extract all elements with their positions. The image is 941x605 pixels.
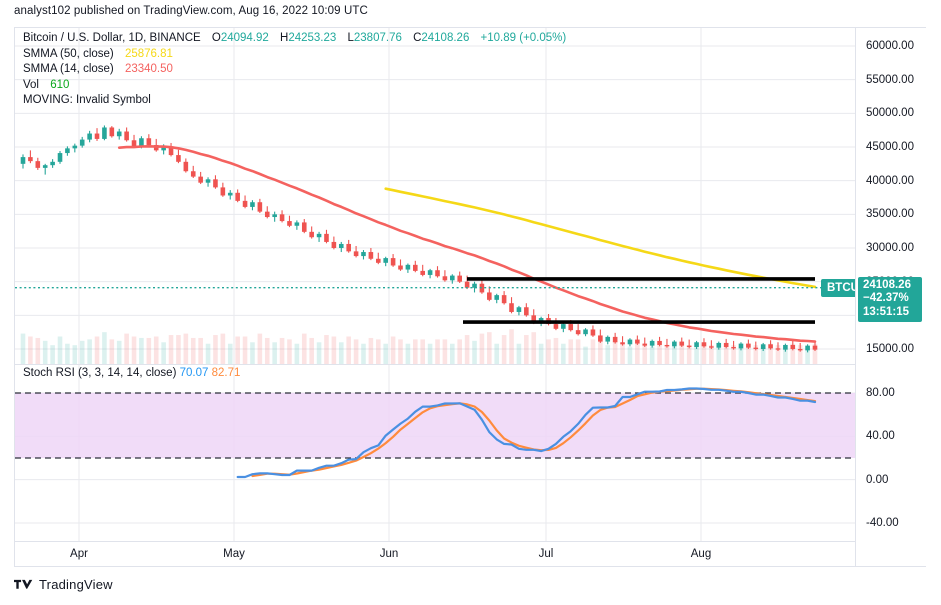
- price-axis-label: 50000.00: [866, 107, 914, 120]
- tradingview-brand: TradingView: [39, 577, 113, 592]
- legend-low-key: L: [347, 32, 354, 44]
- legend-low-value: 23807.76: [353, 32, 402, 44]
- legend-title: Bitcoin / U.S. Dollar, 1D, BINANCE: [23, 32, 201, 44]
- price-axis[interactable]: 60000.00 55000.00 50000.00 45000.00 40000.00…: [855, 28, 926, 566]
- osc-legend: Stoch RSI (3, 3, 14, 14, close) 70.07 82…: [23, 367, 240, 379]
- badge-price: 24108.26: [863, 278, 911, 291]
- legend-symbol-row: Bitcoin / U.S. Dollar, 1D, BINANCE O2409…: [23, 31, 566, 47]
- osc-d-value: 82.71: [211, 367, 241, 379]
- legend-high-key: H: [280, 32, 289, 44]
- time-axis[interactable]: Apr May Jun Jul Aug: [15, 541, 855, 568]
- symbol-tag: BTCUSD: [821, 278, 855, 297]
- price-axis-label: 35000.00: [866, 208, 914, 221]
- time-axis-label: Jul: [538, 548, 554, 560]
- price-axis-label: 45000.00: [866, 141, 914, 153]
- legend-volume-label: Vol: [23, 78, 39, 91]
- price-pane[interactable]: Bitcoin / U.S. Dollar, 1D, BINANCE O2409…: [15, 28, 855, 364]
- osc-plot: [15, 387, 855, 479]
- price-plot: [15, 125, 855, 364]
- price-axis-label: 40000.00: [866, 174, 914, 187]
- osc-axis-label: 0.00: [866, 473, 889, 486]
- legend-open-key: O: [211, 32, 221, 44]
- price-grid: [15, 28, 855, 364]
- time-axis-label: Jun: [379, 548, 399, 560]
- pane-separator: [15, 364, 855, 365]
- legend-moving-row[interactable]: MOVING: Invalid Symbol: [23, 93, 566, 109]
- tradingview-mark-icon: [14, 579, 33, 589]
- osc-axis-label: 80.00: [866, 387, 895, 399]
- price-axis-label: 60000.00: [866, 40, 914, 52]
- current-price-badge[interactable]: 24108.26 −42.37% 13:51:15: [858, 276, 922, 323]
- legend-smma50-label: SMMA (50, close): [23, 47, 114, 60]
- chart-frame[interactable]: Bitcoin / U.S. Dollar, 1D, BINANCE O2409…: [14, 27, 926, 567]
- osc-k-value: 70.07: [179, 367, 209, 379]
- price-legend: Bitcoin / U.S. Dollar, 1D, BINANCE O2409…: [23, 31, 566, 109]
- legend-open-value: 24094.92: [220, 32, 269, 44]
- legend-smma50-value: 25876.81: [124, 47, 173, 60]
- legend-high-value: 24253.23: [288, 32, 337, 44]
- osc-axis-label: -40.00: [866, 517, 899, 529]
- stoch-rsi-pane[interactable]: Stoch RSI (3, 3, 14, 14, close) 70.07 82…: [15, 365, 855, 541]
- legend-smma50-row[interactable]: SMMA (50, close) 25876.81: [23, 47, 566, 63]
- price-axis-label: 30000.00: [866, 242, 914, 254]
- legend-smma14-row[interactable]: SMMA (14, close) 23340.50: [23, 62, 566, 78]
- time-axis-label: Aug: [690, 548, 712, 560]
- osc-label: Stoch RSI (3, 3, 14, 14, close): [23, 367, 177, 379]
- legend-smma14-value: 23340.50: [124, 63, 173, 75]
- legend-volume-value: 610: [50, 78, 70, 91]
- price-axis-label: 55000.00: [866, 73, 914, 86]
- legend-moving-label: MOVING: Invalid Symbol: [23, 94, 151, 106]
- legend-close-key: C: [413, 32, 422, 44]
- osc-axis-label: 40.00: [866, 430, 895, 443]
- legend-change: +10.89 (+0.05%): [480, 32, 567, 44]
- time-axis-label: May: [223, 548, 245, 560]
- published-line: analyst102 published on TradingView.com,…: [14, 5, 368, 17]
- badge-countdown: 13:51:15: [863, 305, 910, 318]
- price-axis-label: 15000.00: [866, 343, 914, 355]
- badge-change: −42.37%: [863, 292, 909, 305]
- legend-smma14-label: SMMA (14, close): [23, 63, 114, 75]
- legend-volume-row[interactable]: Vol 610: [23, 78, 566, 94]
- legend-close-value: 24108.26: [421, 32, 470, 44]
- time-axis-label: Apr: [70, 548, 88, 560]
- tradingview-logo: TradingView: [14, 577, 113, 592]
